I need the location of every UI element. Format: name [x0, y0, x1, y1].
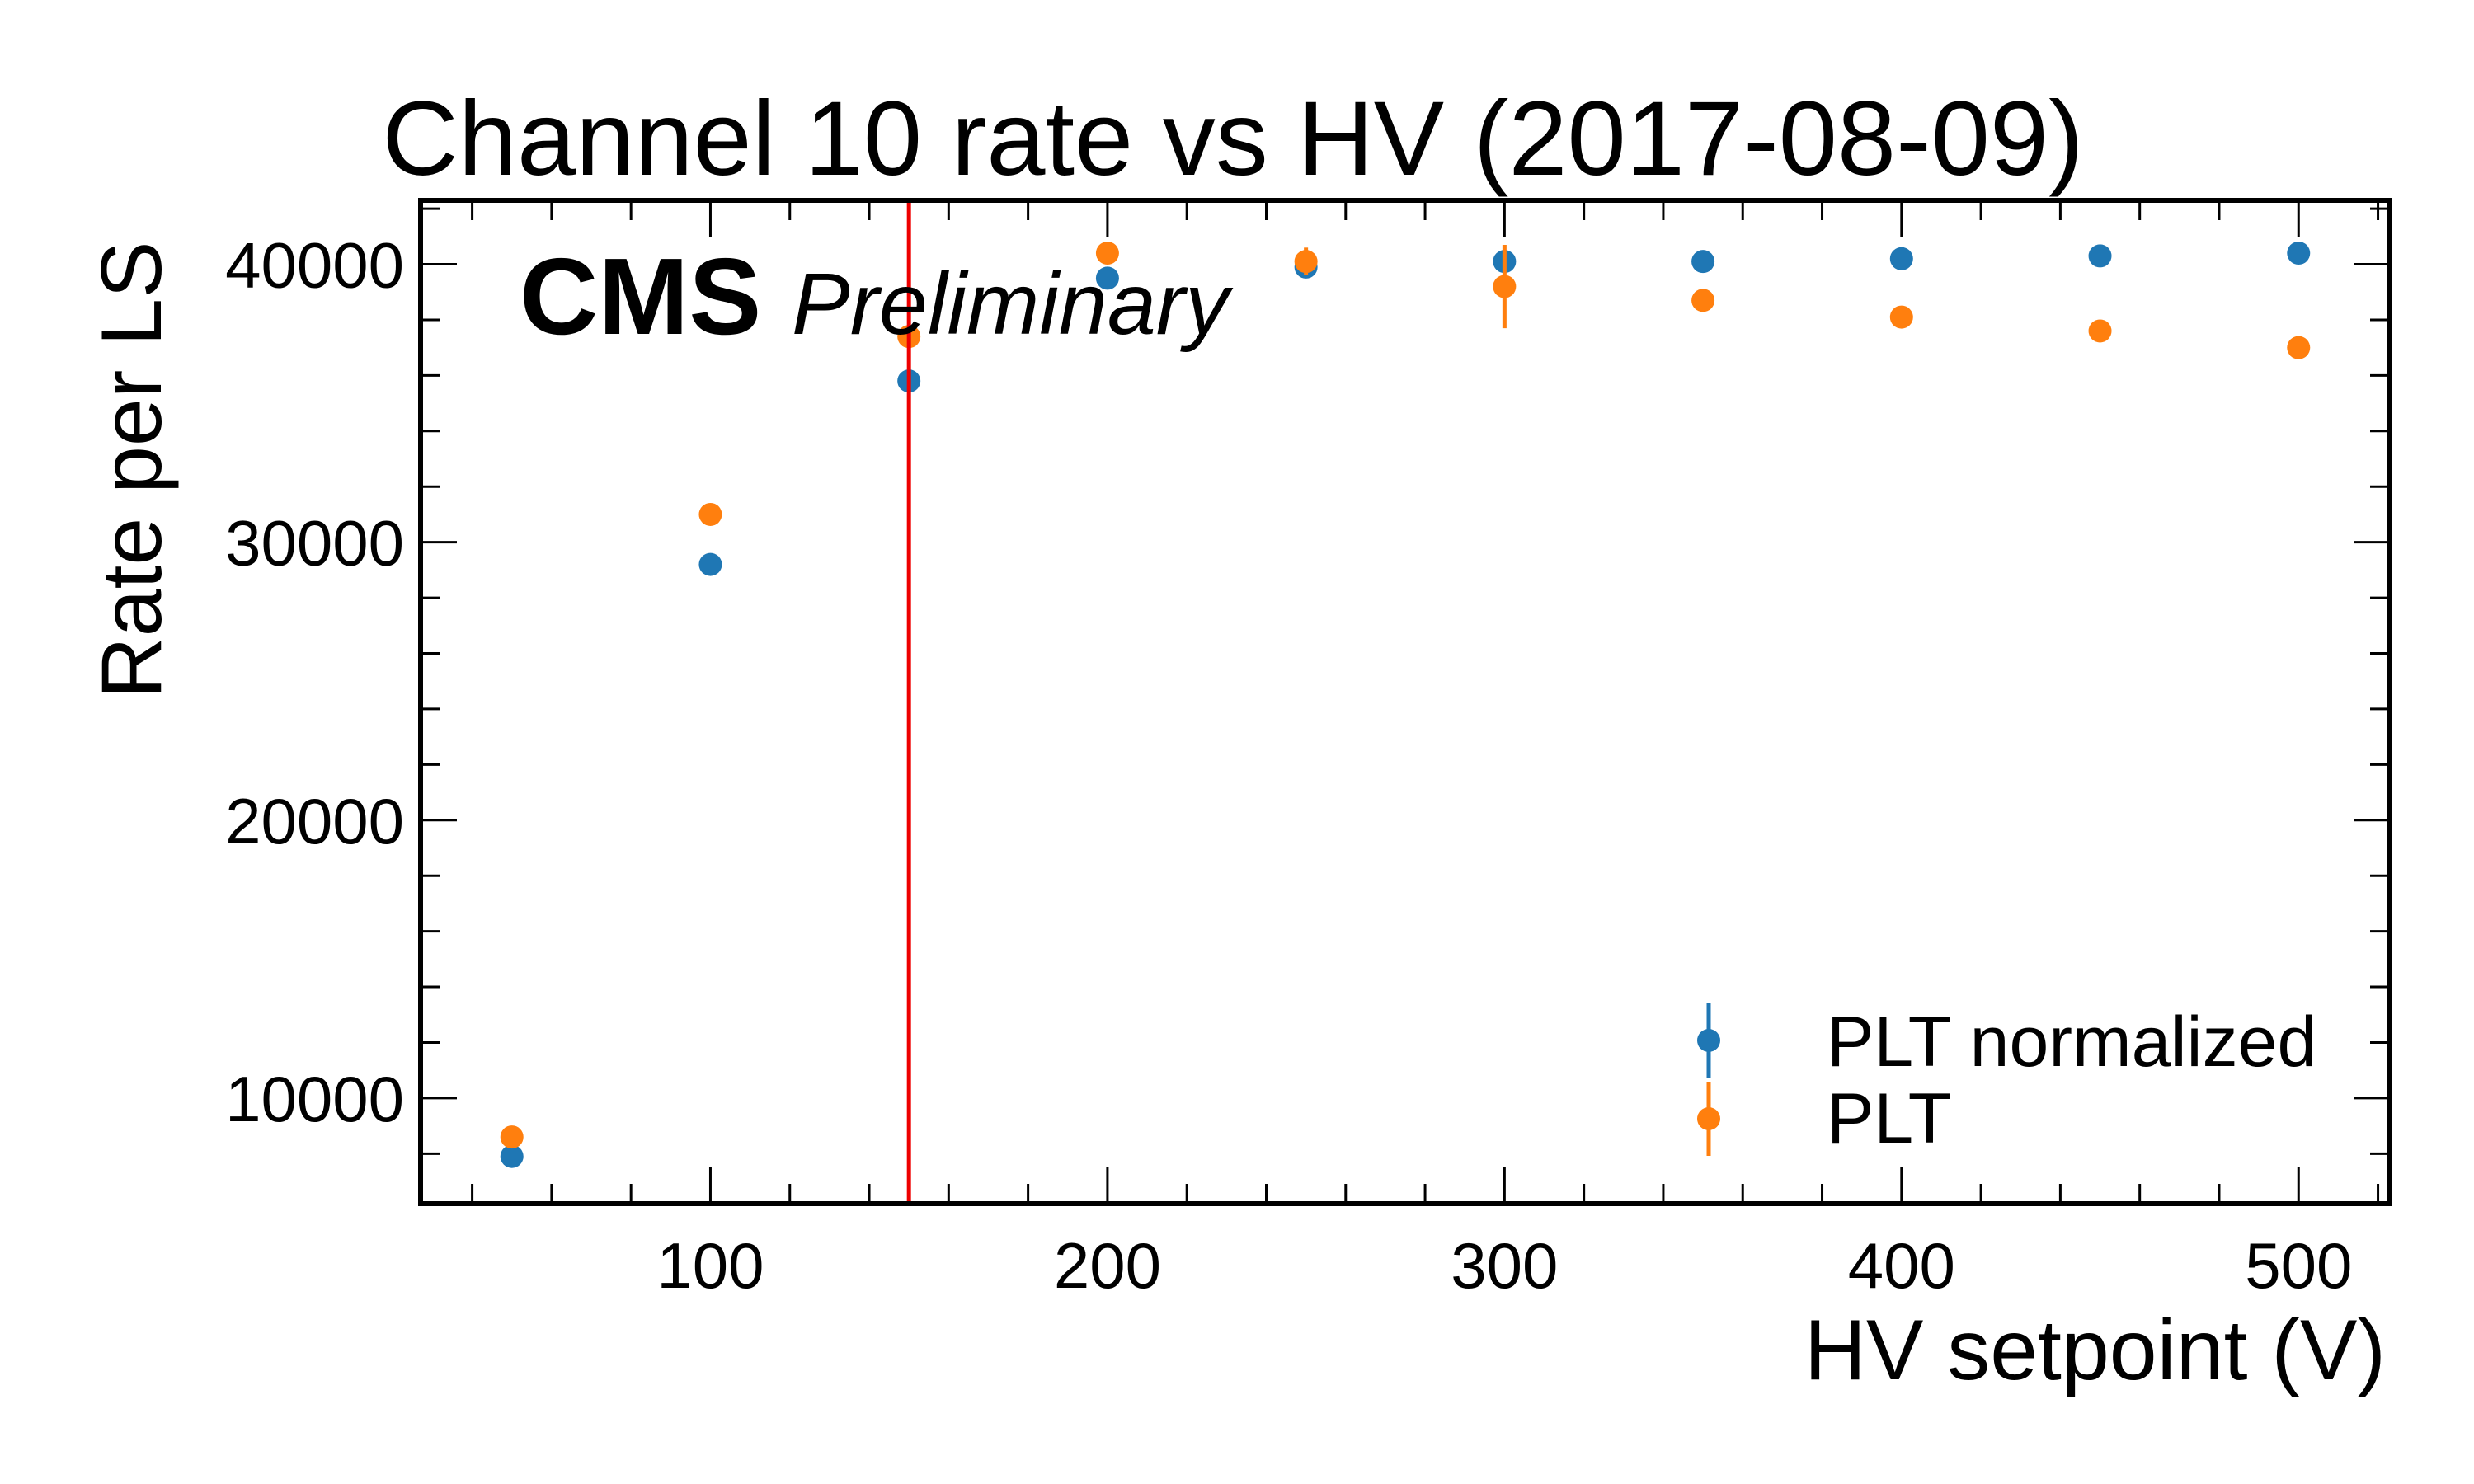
x-axis-title: HV setpoint (V) — [1804, 1303, 2386, 1398]
data-point — [1095, 242, 1119, 265]
y-axis-title: Rate per LS — [84, 242, 180, 699]
y-tick-label: 10000 — [225, 1063, 404, 1135]
data-point — [1691, 289, 1715, 312]
y-tick-label: 40000 — [225, 229, 404, 302]
data-point — [1691, 250, 1715, 274]
data-point — [500, 1125, 524, 1149]
legend-label: PLT normalized — [1827, 1003, 2316, 1082]
experiment-label: CMS — [520, 236, 761, 357]
status-label: Preliminary — [792, 256, 1234, 353]
x-tick-label: 300 — [1451, 1229, 1558, 1302]
axis-tick-labels: 100 200 300 400 500 10000 20000 30000 40000 — [225, 229, 2352, 1302]
data-point — [2287, 336, 2311, 359]
data-point — [2088, 319, 2112, 343]
y-tick-label: 20000 — [225, 785, 404, 857]
legend-item: PLT — [1697, 1079, 1951, 1158]
data-point — [2287, 242, 2311, 265]
data-point — [1095, 266, 1119, 290]
data-point — [2088, 244, 2112, 268]
legend-item: PLT normalized — [1697, 1003, 2316, 1082]
chart-title: Channel 10 rate vs HV (2017-08-09) — [382, 80, 2083, 198]
data-point — [698, 552, 722, 576]
data-point — [1889, 305, 1913, 329]
data-point — [1294, 250, 1318, 274]
data-point — [500, 1144, 524, 1168]
y-tick-label: 30000 — [225, 507, 404, 580]
data-point — [698, 502, 722, 526]
data-point — [1493, 275, 1517, 298]
axis-ticks — [421, 200, 2390, 1204]
data-point — [1889, 247, 1913, 270]
x-tick-label: 200 — [1054, 1229, 1161, 1302]
legend-label: PLT — [1827, 1079, 1951, 1158]
x-tick-label: 500 — [2245, 1229, 2352, 1302]
legend-marker — [1697, 1029, 1720, 1052]
plot-frame — [418, 198, 2392, 1206]
x-tick-label: 400 — [1848, 1229, 1955, 1302]
cms-label: CMS Preliminary — [520, 236, 1234, 357]
legend-marker — [1697, 1107, 1720, 1130]
x-tick-label: 100 — [656, 1229, 764, 1302]
